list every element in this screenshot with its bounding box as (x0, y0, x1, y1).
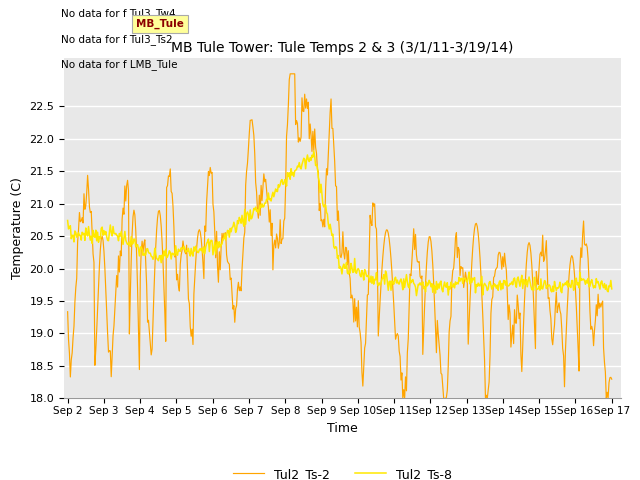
Tul2_Ts-2 (311, 126, 319, 132)
Tul2_Ts-8 (311, 154, 319, 159)
Tul2_Ts-2 (204, 184, 211, 190)
Y-axis label: Temperature (C): Temperature (C) (11, 177, 24, 279)
Text: No data for f Tul3_Tw4: No data for f Tul3_Tw4 (61, 8, 176, 19)
Tul2_Ts-2 (160, 283, 168, 289)
Tul2_Ts-8 (385, 279, 393, 285)
Title: MB Tule Tower: Tule Temps 2 & 3 (3/1/11-3/19/14): MB Tule Tower: Tule Temps 2 & 3 (3/1/11-… (172, 41, 513, 55)
Tul2_Ts-2 (608, 376, 616, 382)
Tul2_Ts-2 (286, 71, 294, 77)
Tul2_Ts-8 (476, 283, 483, 288)
Text: No data for f Tul3_Ts2: No data for f Tul3_Ts2 (61, 34, 173, 45)
Tul2_Ts-8 (64, 217, 72, 223)
Tul2_Ts-2 (385, 236, 393, 242)
Tul2_Ts-8 (204, 239, 211, 245)
Tul2_Ts-8 (429, 289, 436, 295)
Tul2_Ts-8 (160, 248, 168, 254)
Tul2_Ts-2 (64, 309, 72, 314)
Legend: Tul2_Ts-2, Tul2_Ts-8: Tul2_Ts-2, Tul2_Ts-8 (228, 463, 457, 480)
X-axis label: Time: Time (327, 421, 358, 434)
Tul2_Ts-8 (413, 293, 420, 299)
Text: No data for f LMB_Tule: No data for f LMB_Tule (61, 60, 178, 70)
Line: Tul2_Ts-8: Tul2_Ts-8 (68, 151, 612, 296)
Text: MB_Tule: MB_Tule (136, 19, 184, 29)
Tul2_Ts-2 (476, 241, 483, 247)
Tul2_Ts-8 (310, 148, 317, 154)
Line: Tul2_Ts-2: Tul2_Ts-2 (68, 74, 612, 398)
Tul2_Ts-8 (608, 286, 616, 292)
Tul2_Ts-2 (429, 262, 436, 268)
Tul2_Ts-2 (399, 396, 406, 401)
